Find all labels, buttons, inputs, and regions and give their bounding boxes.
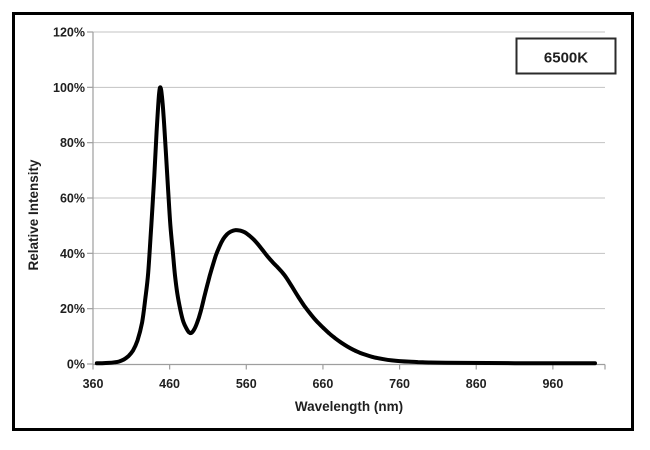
y-tick-label-100: 100%	[53, 81, 85, 95]
y-tick-label-60: 60%	[60, 192, 85, 206]
y-tick-label-20: 20%	[60, 302, 85, 316]
y-tick-label-40: 40%	[60, 247, 85, 261]
y-tick-label-0: 0%	[67, 358, 85, 372]
legend: 6500K	[515, 37, 617, 75]
legend-label-6500k: 6500K	[544, 50, 588, 67]
x-tick-labels: 360 460 560 660 760 860 960	[83, 377, 564, 391]
x-tick-label-960: 960	[542, 377, 563, 391]
x-tick-label-660: 660	[312, 377, 333, 391]
x-tick-label-460: 460	[159, 377, 180, 391]
y-tick-label-80: 80%	[60, 136, 85, 150]
y-tick-label-120: 120%	[53, 26, 85, 40]
x-tick-label-560: 560	[236, 377, 257, 391]
x-tick-label-760: 760	[389, 377, 410, 391]
x-tick-label-360: 360	[83, 377, 104, 391]
x-axis-title: Wavelength (nm)	[295, 399, 403, 414]
y-axis-title: Relative Intensity	[26, 159, 41, 271]
legend-box	[515, 37, 617, 75]
tick-marks	[87, 31, 606, 370]
x-tick-label-860: 860	[466, 377, 487, 391]
y-tick-labels: 120% 100% 80% 60% 40% 20% 0%	[53, 26, 85, 372]
spd-curve-6500k	[94, 85, 597, 366]
